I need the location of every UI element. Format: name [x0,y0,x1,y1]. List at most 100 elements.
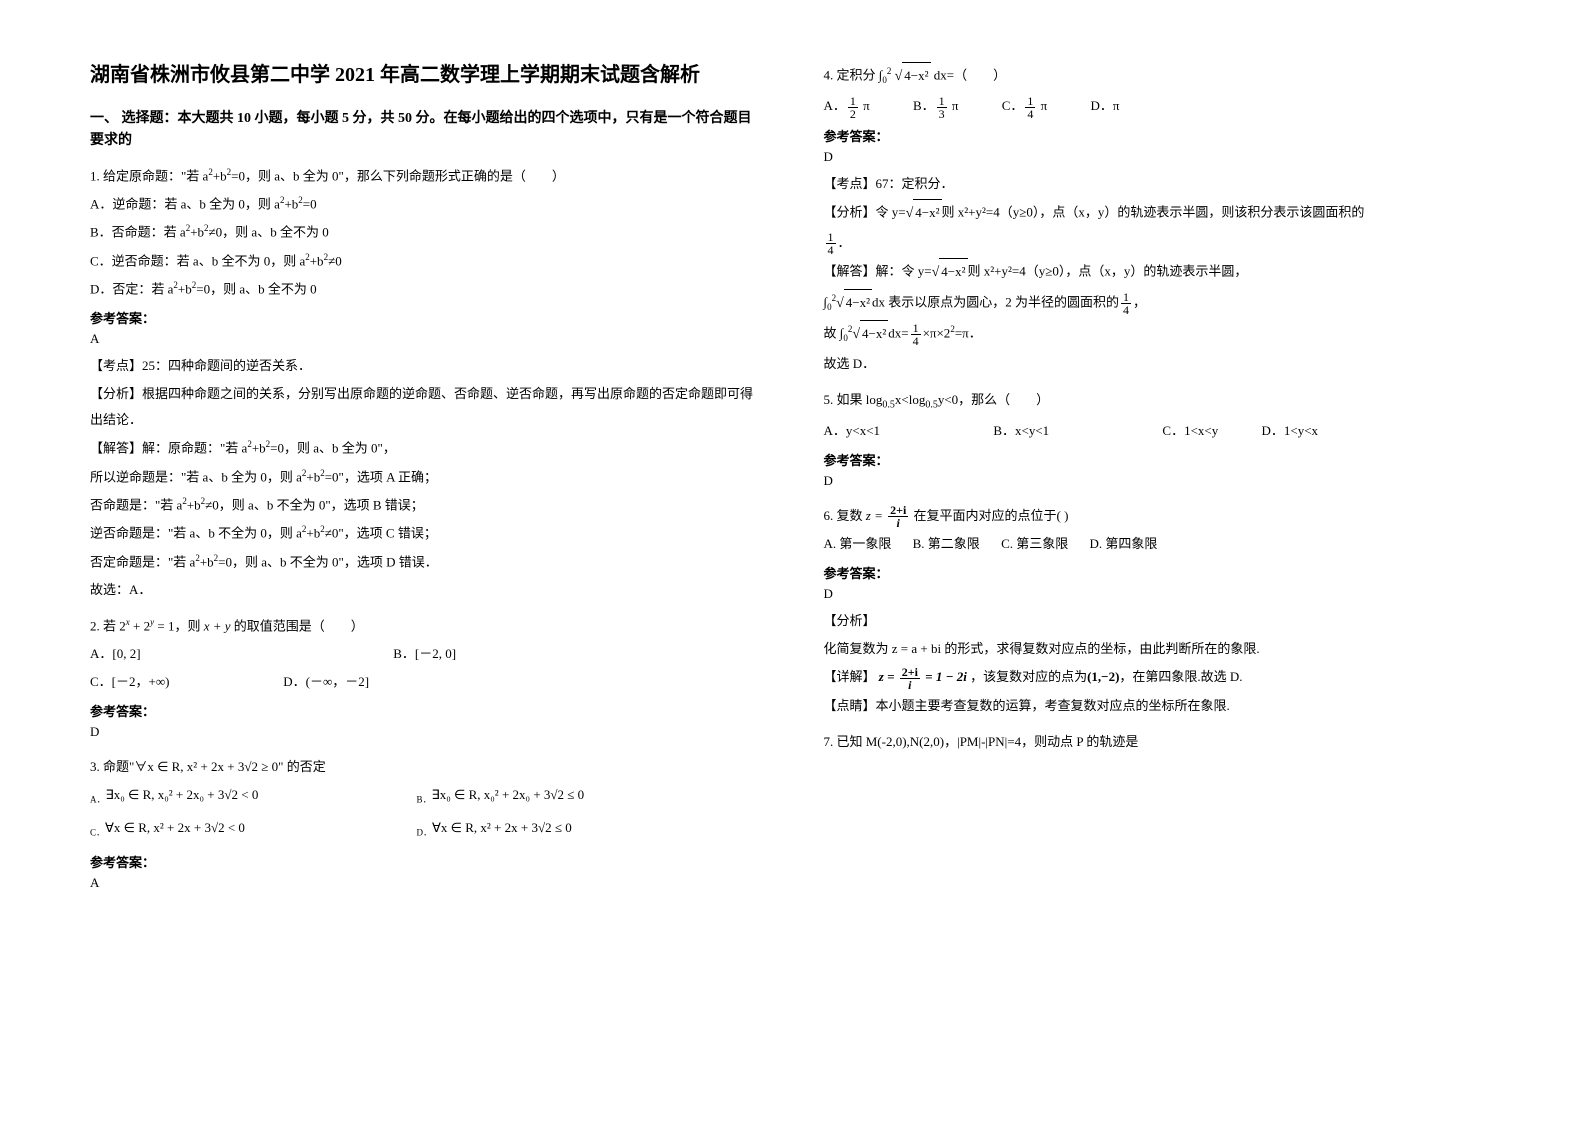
lo: 0 [882,75,887,85]
q5-optD: D．1<y<x [1262,418,1319,444]
q4-ans-label: 参考答案： [824,126,1498,145]
q1-optD: D．否定：若 a2+b2=0，则 a、b 全不为 0 [90,276,764,302]
q2-optB: B．[－2, 0] [393,641,456,667]
sb: 4−x² [913,199,941,226]
labB: B． [417,795,432,805]
q1-optC: C．逆否命题：若 a、b 全不为 0，则 a2+b2≠0 [90,248,764,274]
q7-stem: 7. 已知 M(-2,0),N(2,0)，|PM|-|PN|=4，则动点 P 的… [824,729,1498,755]
oA: ∃x₀ ∈ R, x₀² + 2x₀ + 3√2 < 0 [106,787,259,802]
sqrt-icon: √4−x² [852,320,888,349]
q1-optD-pre: D．否定：若 a [90,281,173,296]
q4-jd2: ∫02√4−x²dx 表示以原点为圆心，2 为半径的圆面积的14， [824,289,1498,318]
post: 的取值范围是（ ） [231,618,364,633]
q6-fx: 化简复数为 z = a + bi 的形式，求得复数对应点的坐标，由此判断所在的象… [824,636,1498,662]
plusb: +b [190,225,204,240]
q4-optD: D．π [1090,93,1119,119]
q4-kd: 【考点】67：定积分． [824,171,1498,197]
q1-stem-pre: 1. 给定原命题："若 a [90,168,208,183]
post: 则 x²+y²=4（y≥0），点（x，y）的轨迹表示半圆， [968,264,1248,279]
labD: D． [417,828,433,838]
labA: A． [90,795,106,805]
sub05b: 0.5 [925,400,938,411]
q5-optC: C．1<x<y [1162,418,1218,444]
q3-ans-label: 参考答案： [90,852,764,871]
q1-kd: 【考点】25：四种命题间的逆否关系． [90,353,764,379]
q6-ans: D [824,586,1498,602]
sb: 4−x² [844,289,872,316]
eq1: = 1，则 [154,618,204,633]
q1-optD-post: =0，则 a、b 全不为 0 [196,281,316,296]
end: ，在第四象限.故选 D. [1119,669,1242,684]
q2-ans: D [90,724,764,740]
q2-optD: D．(－∞，－2] [283,669,369,695]
q1-jd5: 否定命题是："若 a2+b2=0，则 a、b 不全为 0"，选项 D 错误． [90,549,764,575]
oD: ∀x ∈ R, x² + 2x + 3√2 ≤ 0 [432,820,572,835]
q3-optC: C．∀x ∈ R, x² + 2x + 3√2 < 0 [90,815,413,842]
q5-opts: A．y<x<1 B．x<y<1 C．1<x<y D．1<y<x [824,418,1498,444]
q1-jd6: 故选：A． [90,577,764,603]
body: ∀x ∈ R, x² + 2x + 3√2 ≥ 0 [134,759,278,774]
q1-optC-pre: C．逆否命题：若 a、b 全不为 0，则 a [90,253,305,268]
q2-optC: C．[－2，+∞) [90,669,240,695]
q4-fx: 【分析】令 y=√4−x²则 x²+y²=4（y≥0），点（x，y）的轨迹表示半… [824,199,1498,228]
q4-fx-frac: 14． [824,230,1498,257]
n: 1 [937,95,947,108]
q1-stem-post: =0，则 a、b 全为 0"，那么下列命题形式正确的是（ ） [231,168,565,183]
z: z = [866,508,886,523]
q6-optD: D. 第四象限 [1089,531,1157,557]
n: 2+i [902,665,918,679]
plusb: +b [306,469,320,484]
pt: (1,−2) [1087,669,1119,684]
q1-optA: A．逆命题：若 a、b 全为 0，则 a2+b2=0 [90,191,764,217]
q2-ans-label: 参考答案： [90,701,764,720]
d: i [908,678,911,692]
sqrt-icon: √4−x² [906,199,942,228]
d: 4 [826,244,836,256]
section-1-head: 一、 选择题：本大题共 10 小题，每小题 5 分，共 50 分。在每小题给出的… [90,108,764,153]
q1-optA-pre: A．逆命题：若 a、b 全为 0，则 a [90,196,280,211]
q3-ans: A [90,875,764,891]
q3-stem: 3. 命题"∀x ∈ R, x² + 2x + 3√2 ≥ 0" 的否定 [90,754,764,780]
d: 4 [1121,304,1131,316]
pi: π [860,98,870,113]
t: 否命题是："若 a [90,497,182,512]
plusb: +b [306,526,320,541]
t: 【解答】解：原命题："若 a [90,441,247,456]
t: 逆否命题是："若 a、b 不全为 0，则 a [90,526,302,541]
t2: =0，则 a、b 全为 0"， [270,441,396,456]
plus: + 2 [130,618,150,633]
d: 4 [1025,108,1035,120]
q6-ans-label: 参考答案： [824,563,1498,582]
sqrt-body: 4−x² [902,62,930,89]
q4-ans: D [824,149,1498,165]
labB: B． [913,98,935,113]
q1-jd4: 逆否命题是："若 a、b 不全为 0，则 a2+b2≠0"，选项 C 错误； [90,520,764,546]
q3-opts-row1: A．∃x₀ ∈ R, x₀² + 2x₀ + 3√2 < 0 B． ∃x₀ ∈ R… [90,782,764,813]
right-column: 4. 定积分 ∫02 √4−x² dx=（ ） A．12 π B．13 π C．… [824,60,1498,897]
doc-title: 湖南省株洲市攸县第二中学 2021 年高二数学理上学期期末试题含解析 [90,60,764,90]
q1-optC-post: ≠0 [328,253,342,268]
q4-jd3: 故 ∫02√4−x²dx=14×π×22=π． [824,320,1498,349]
q6-xj: 【详解】 z = 2+ii = 1 − 2i ，该复数对应的点为(1,−2)，在… [824,664,1498,691]
lab: 【详解】 [824,669,876,684]
plusb: +b [187,497,201,512]
q1-ans-label: 参考答案： [90,308,764,327]
q5-stem: 5. 如果 log0.5x<log0.5y<0，那么（ ） [824,387,1498,416]
q3-opts-row2: C．∀x ∈ R, x² + 2x + 3√2 < 0 D．∀x ∈ R, x²… [90,815,764,846]
q6-dj: 【点睛】本小题主要考查复数的运算，考查复数对应点的坐标所在象限. [824,693,1498,719]
t: 否定命题是："若 a [90,554,195,569]
post: 在复平面内对应的点位于( ) [914,508,1069,523]
end: ， [1133,295,1146,310]
q4-opts: A．12 π B．13 π C．14 π D．π [824,93,1498,120]
d: 2 [848,108,858,120]
sqrt-icon: √4−x² [836,289,872,318]
pre: 4. 定积分 [824,67,879,82]
lo: 0 [827,302,832,312]
q4-jd4: 故选 D． [824,351,1498,377]
plusb: +b [284,196,298,211]
pi: π [949,98,959,113]
q2-opts-row2: C．[－2，+∞) D．(－∞，－2] [90,669,764,695]
q3-optA: A．∃x₀ ∈ R, x₀² + 2x₀ + 3√2 < 0 [90,782,413,809]
pre: 【解答】解：令 y= [824,264,932,279]
sb: 4−x² [939,258,967,285]
